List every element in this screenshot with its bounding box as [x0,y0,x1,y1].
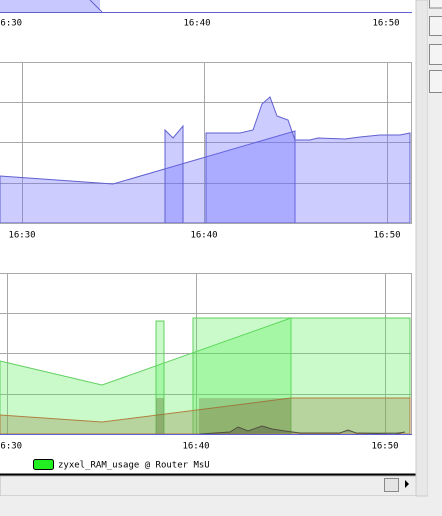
area [164,124,184,224]
vertical-scrollbar[interactable] [415,0,429,497]
grid [0,273,412,434]
status-bar [0,496,442,516]
area [0,0,100,12]
legend-swatch [33,459,54,470]
x-tick-label: 16:50 [372,19,399,29]
area [205,96,411,224]
button[interactable] [429,70,442,93]
legend-label: zyxel_RAM_usage @ Router MsU [58,461,210,471]
area [0,130,296,224]
area [199,398,291,434]
x-tick-label: 16:30 [8,231,35,241]
area [0,397,411,435]
button[interactable] [429,44,442,65]
line [89,0,103,13]
horizontal-scrollbar[interactable] [0,475,417,497]
scroll-thumb[interactable] [384,478,399,492]
button[interactable] [429,16,442,36]
x-tick-label: 16:30 [0,19,22,29]
button[interactable] [429,0,442,9]
x-tick-label: 16:40 [190,231,217,241]
side-panel [428,0,442,516]
area [156,398,164,434]
x-tick-label: 16:40 [182,442,209,452]
x-tick-label: 16:50 [373,231,400,241]
x-tick-label: 16:50 [371,442,398,452]
x-tick-label: 16:40 [183,19,210,29]
x-tick-label: 16:30 [0,442,22,452]
scroll-arrow[interactable] [405,480,409,488]
area [0,317,292,435]
line [199,425,406,435]
